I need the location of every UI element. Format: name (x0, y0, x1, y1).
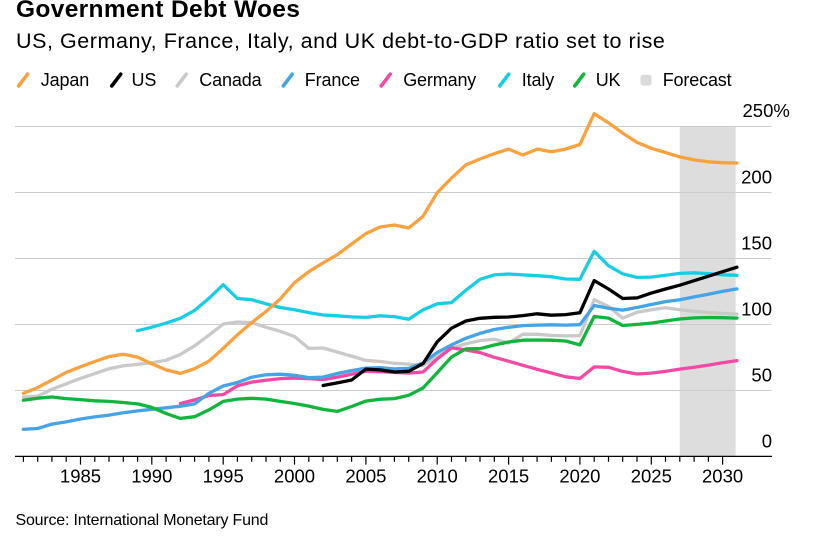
svg-text:2020: 2020 (559, 466, 600, 487)
svg-text:200: 200 (741, 167, 772, 188)
svg-text:Canada: Canada (199, 70, 262, 90)
svg-text:UK: UK (596, 70, 621, 90)
svg-text:250%: 250% (743, 100, 790, 121)
svg-text:150: 150 (741, 233, 772, 254)
svg-text:0: 0 (762, 431, 772, 452)
svg-text:2005: 2005 (345, 466, 386, 487)
svg-text:Italy: Italy (522, 70, 554, 90)
svg-text:Japan: Japan (41, 70, 89, 90)
svg-text:2025: 2025 (631, 466, 672, 487)
svg-text:1985: 1985 (60, 466, 101, 487)
svg-text:1990: 1990 (131, 466, 172, 487)
svg-text:2010: 2010 (417, 466, 458, 487)
svg-text:France: France (305, 70, 360, 90)
svg-text:2015: 2015 (488, 466, 529, 487)
svg-text:US: US (132, 70, 157, 90)
svg-text:Germany: Germany (403, 70, 476, 90)
svg-text:2030: 2030 (702, 466, 743, 487)
svg-text:Forecast: Forecast (663, 70, 732, 90)
svg-text:1995: 1995 (203, 466, 244, 487)
svg-text:2000: 2000 (274, 466, 315, 487)
svg-text:100: 100 (741, 299, 772, 320)
svg-text:50: 50 (751, 365, 772, 386)
